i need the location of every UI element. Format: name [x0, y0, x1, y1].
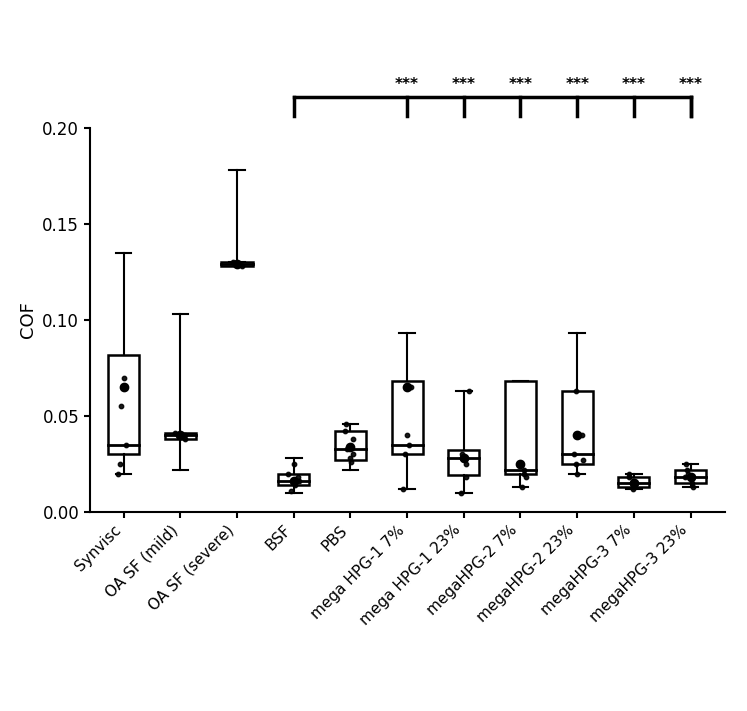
- Point: [288, 458, 300, 469]
- Point: [571, 468, 583, 479]
- Point: [520, 471, 532, 483]
- Point: [577, 454, 589, 466]
- Point: [399, 449, 411, 460]
- Point: [516, 481, 528, 493]
- Point: [115, 401, 127, 412]
- Bar: [562, 391, 593, 464]
- Point: [397, 483, 409, 495]
- Text: ***: ***: [452, 77, 476, 92]
- Point: [282, 468, 294, 479]
- Point: [686, 478, 698, 489]
- Point: [236, 260, 248, 272]
- Point: [627, 476, 639, 487]
- Text: ***: ***: [678, 77, 703, 92]
- Point: [682, 468, 694, 479]
- Text: ***: ***: [565, 77, 589, 92]
- Point: [518, 468, 530, 479]
- Bar: [448, 451, 480, 476]
- Text: ***: ***: [509, 77, 533, 92]
- Bar: [675, 470, 706, 483]
- Point: [285, 485, 297, 496]
- Bar: [391, 381, 423, 454]
- Point: [339, 426, 351, 437]
- Text: ***: ***: [622, 77, 646, 92]
- Point: [120, 439, 132, 451]
- Bar: [619, 477, 649, 487]
- Point: [114, 458, 125, 469]
- Point: [518, 464, 530, 476]
- Point: [403, 439, 415, 451]
- Bar: [221, 262, 252, 266]
- Point: [341, 443, 353, 454]
- Point: [681, 464, 693, 476]
- Point: [293, 476, 305, 487]
- Point: [679, 471, 691, 483]
- Point: [405, 381, 417, 392]
- Point: [456, 452, 468, 464]
- Text: ***: ***: [395, 77, 419, 92]
- Point: [341, 418, 353, 429]
- Point: [112, 468, 124, 479]
- Point: [179, 433, 191, 444]
- Point: [401, 429, 413, 441]
- Point: [513, 458, 525, 469]
- Point: [568, 449, 580, 460]
- Point: [460, 458, 472, 469]
- Point: [456, 487, 468, 498]
- Point: [570, 385, 582, 397]
- Point: [680, 458, 692, 469]
- Point: [623, 468, 635, 479]
- Point: [623, 471, 635, 483]
- Point: [627, 481, 639, 493]
- Point: [627, 478, 639, 489]
- Point: [344, 452, 356, 464]
- Bar: [165, 433, 196, 439]
- Point: [118, 372, 130, 383]
- Point: [289, 479, 301, 491]
- Point: [345, 456, 357, 468]
- Point: [463, 385, 475, 397]
- Point: [627, 483, 639, 495]
- Point: [570, 458, 582, 469]
- Point: [227, 257, 239, 268]
- Bar: [278, 474, 309, 485]
- Point: [687, 481, 699, 493]
- Point: [456, 449, 468, 460]
- Point: [292, 471, 304, 483]
- Bar: [108, 355, 139, 454]
- Point: [347, 433, 359, 444]
- Y-axis label: COF: COF: [19, 301, 37, 338]
- Point: [347, 449, 359, 460]
- Point: [179, 429, 191, 441]
- Bar: [335, 432, 366, 460]
- Point: [169, 427, 181, 439]
- Point: [460, 471, 472, 483]
- Bar: [505, 381, 536, 474]
- Point: [577, 429, 589, 441]
